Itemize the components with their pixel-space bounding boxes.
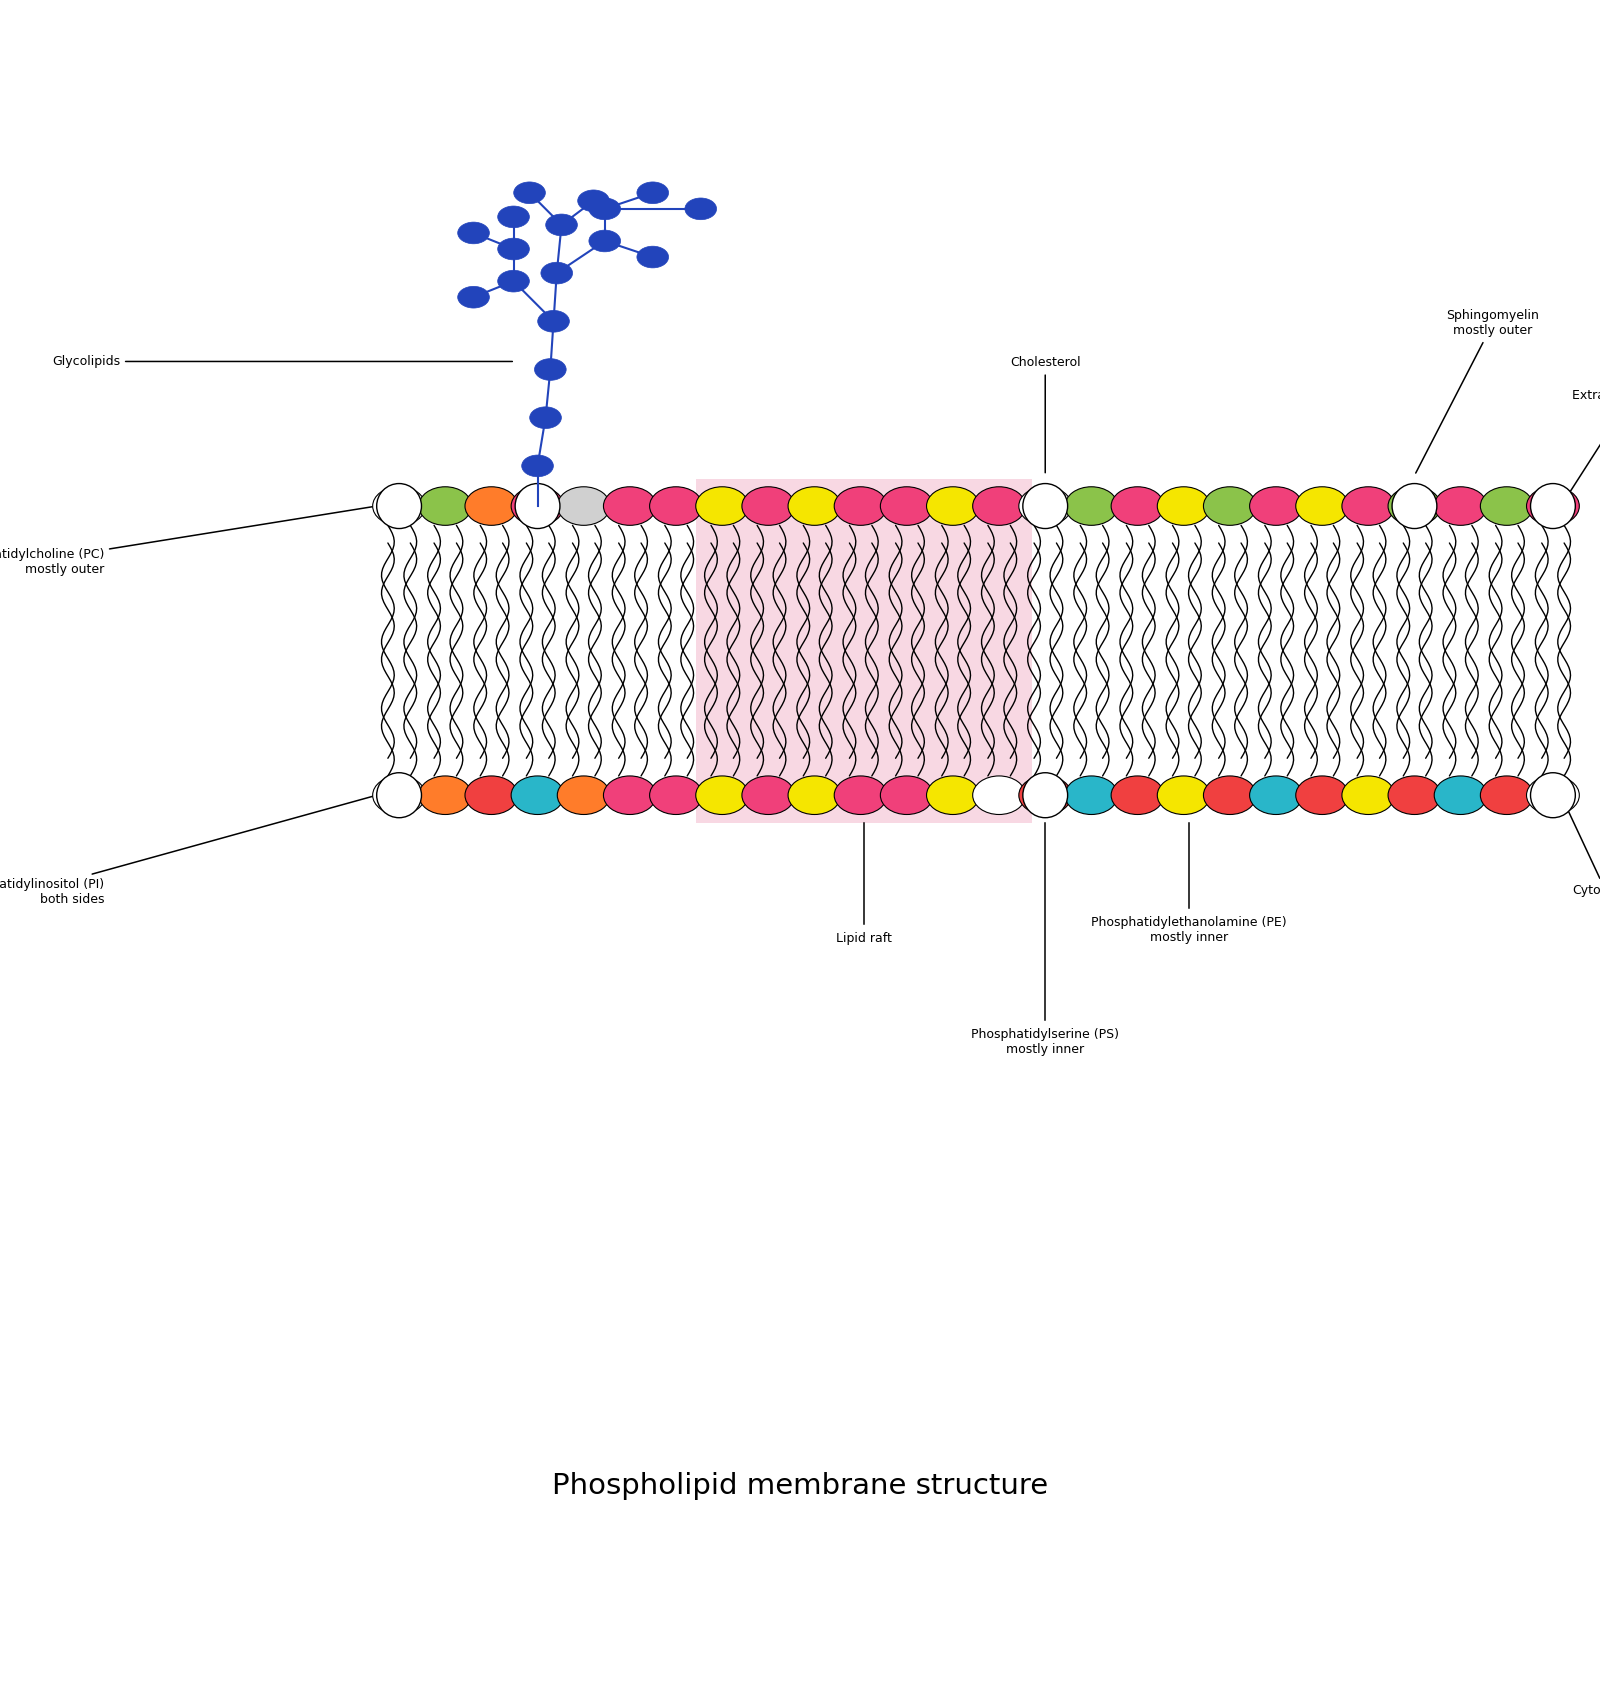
Text: Phospholipid membrane structure: Phospholipid membrane structure <box>552 1472 1048 1499</box>
Ellipse shape <box>742 775 795 814</box>
Ellipse shape <box>1434 775 1486 814</box>
Ellipse shape <box>510 775 563 814</box>
Text: ⓘ depositphotos: ⓘ depositphotos <box>128 1644 272 1663</box>
Ellipse shape <box>1250 486 1302 525</box>
Ellipse shape <box>1480 775 1533 814</box>
Ellipse shape <box>538 311 570 332</box>
Ellipse shape <box>1342 486 1395 525</box>
Circle shape <box>515 483 560 529</box>
Text: Lipid raft: Lipid raft <box>837 932 891 945</box>
Ellipse shape <box>1110 775 1163 814</box>
Ellipse shape <box>1066 775 1118 814</box>
Text: Sphingomyelin
mostly outer: Sphingomyelin mostly outer <box>1416 309 1539 473</box>
Ellipse shape <box>973 775 1026 814</box>
Text: Extracellular space: Extracellular space <box>1563 389 1600 503</box>
Ellipse shape <box>650 486 702 525</box>
Ellipse shape <box>1480 486 1533 525</box>
Ellipse shape <box>530 406 562 428</box>
Ellipse shape <box>541 262 573 284</box>
Ellipse shape <box>603 486 656 525</box>
Ellipse shape <box>514 182 546 204</box>
Text: Phosphatidylinositol (PI)
both sides: Phosphatidylinositol (PI) both sides <box>0 796 374 906</box>
Ellipse shape <box>926 486 979 525</box>
Ellipse shape <box>557 775 610 814</box>
Ellipse shape <box>650 775 702 814</box>
Ellipse shape <box>637 246 669 269</box>
Text: Phosphatidylserine (PS)
mostly inner: Phosphatidylserine (PS) mostly inner <box>971 1028 1120 1056</box>
Ellipse shape <box>696 486 749 525</box>
Ellipse shape <box>1296 486 1349 525</box>
Ellipse shape <box>880 775 933 814</box>
Ellipse shape <box>458 223 490 243</box>
Ellipse shape <box>498 238 530 260</box>
Ellipse shape <box>1526 486 1579 525</box>
Ellipse shape <box>589 197 621 219</box>
Ellipse shape <box>1342 775 1395 814</box>
Ellipse shape <box>696 775 749 814</box>
Ellipse shape <box>1434 486 1486 525</box>
Ellipse shape <box>789 775 842 814</box>
Ellipse shape <box>589 230 621 252</box>
Ellipse shape <box>1296 775 1349 814</box>
Ellipse shape <box>973 486 1026 525</box>
Ellipse shape <box>1110 486 1163 525</box>
Ellipse shape <box>685 197 717 219</box>
Text: Image ID: 688192338    www.depositphotos.com: Image ID: 688192338 www.depositphotos.co… <box>1166 1647 1472 1659</box>
Circle shape <box>1531 774 1576 818</box>
Ellipse shape <box>603 775 656 814</box>
Ellipse shape <box>1250 775 1302 814</box>
Ellipse shape <box>637 182 669 204</box>
Text: Cytoplasm: Cytoplasm <box>1562 797 1600 896</box>
Ellipse shape <box>546 214 578 236</box>
Ellipse shape <box>373 775 426 814</box>
Ellipse shape <box>1389 775 1442 814</box>
Ellipse shape <box>466 486 518 525</box>
Ellipse shape <box>419 775 472 814</box>
Ellipse shape <box>1203 775 1256 814</box>
Circle shape <box>1531 483 1576 529</box>
Bar <box>696 479 1032 823</box>
Ellipse shape <box>1526 775 1579 814</box>
Ellipse shape <box>466 775 518 814</box>
Ellipse shape <box>1019 775 1072 814</box>
Circle shape <box>376 774 421 818</box>
Text: Phosphatidylethanolamine (PE)
mostly inner: Phosphatidylethanolamine (PE) mostly inn… <box>1091 916 1286 944</box>
Ellipse shape <box>557 486 610 525</box>
Circle shape <box>376 483 421 529</box>
Text: Phosphatidylcholine (PC)
mostly outer: Phosphatidylcholine (PC) mostly outer <box>0 507 374 576</box>
Ellipse shape <box>789 486 842 525</box>
Ellipse shape <box>458 286 490 308</box>
Ellipse shape <box>1019 486 1072 525</box>
Ellipse shape <box>522 456 554 476</box>
Ellipse shape <box>510 486 563 525</box>
Circle shape <box>1392 483 1437 529</box>
Ellipse shape <box>1157 775 1210 814</box>
Ellipse shape <box>498 270 530 292</box>
Ellipse shape <box>578 190 610 212</box>
Ellipse shape <box>926 775 979 814</box>
Ellipse shape <box>880 486 933 525</box>
Text: Glycolipids: Glycolipids <box>51 355 512 367</box>
Ellipse shape <box>534 359 566 381</box>
Ellipse shape <box>1157 486 1210 525</box>
Ellipse shape <box>834 775 886 814</box>
Ellipse shape <box>373 486 426 525</box>
Circle shape <box>1022 483 1067 529</box>
Ellipse shape <box>1203 486 1256 525</box>
Ellipse shape <box>419 486 472 525</box>
Ellipse shape <box>834 486 886 525</box>
Ellipse shape <box>1389 486 1442 525</box>
Ellipse shape <box>1066 486 1118 525</box>
Circle shape <box>1022 774 1067 818</box>
Ellipse shape <box>742 486 795 525</box>
Text: Cholesterol: Cholesterol <box>1010 357 1080 473</box>
Ellipse shape <box>498 206 530 228</box>
